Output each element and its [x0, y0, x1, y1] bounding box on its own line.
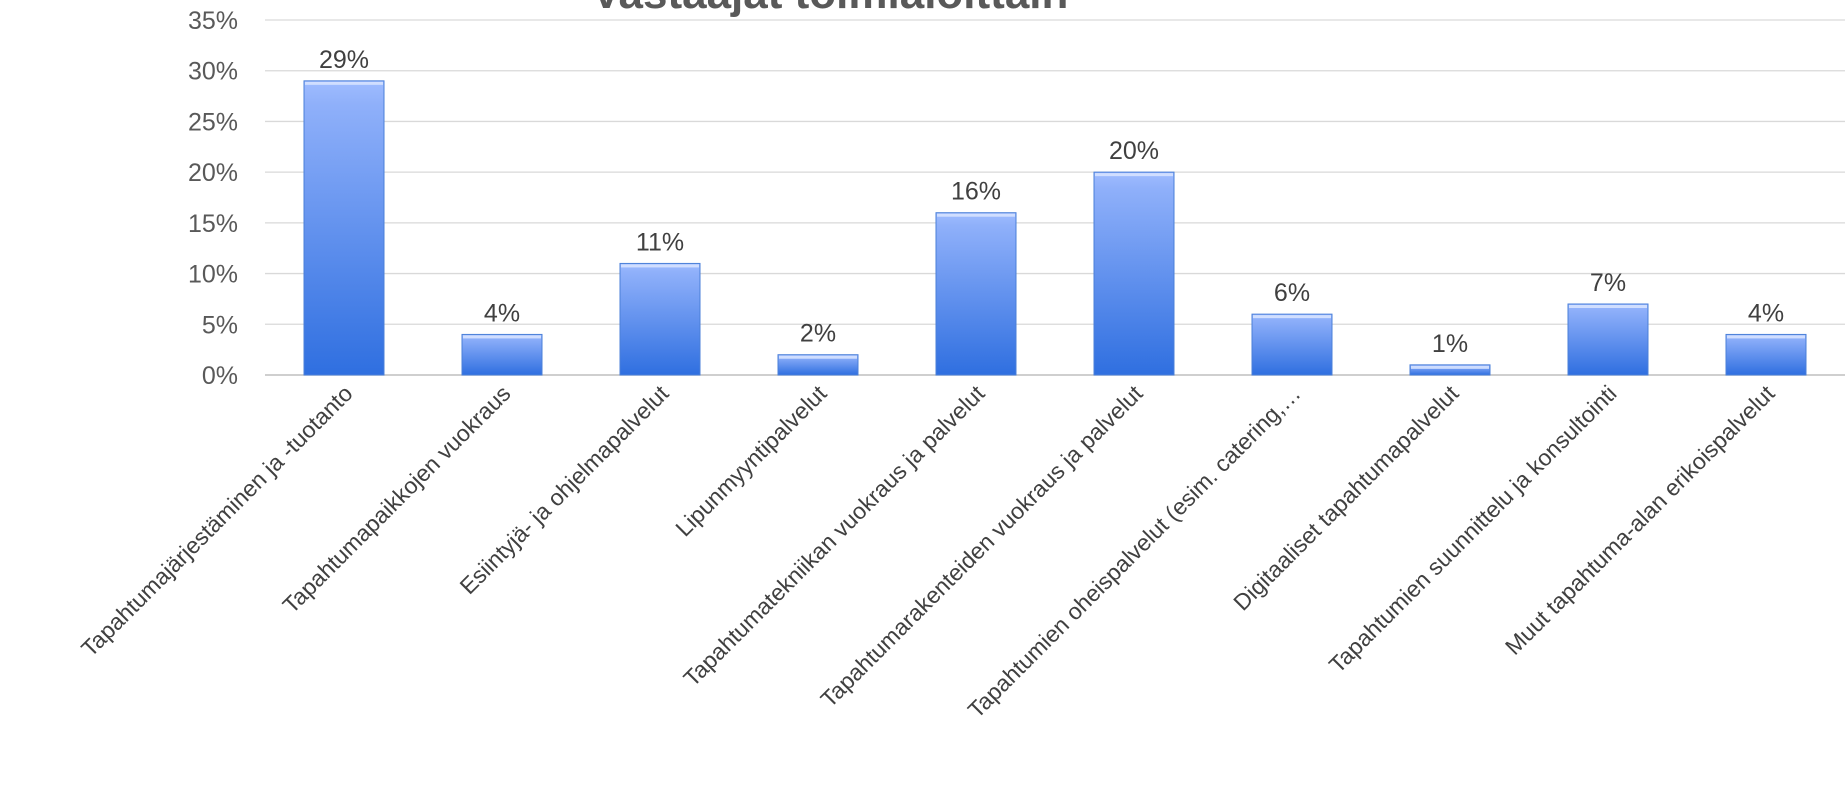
data-label: 4% [1748, 299, 1784, 327]
x-tick-label: Tapahtumien oheispalvelut (esim. caterin… [963, 380, 1306, 723]
bar [1567, 303, 1649, 376]
y-tick-label: 15% [188, 210, 238, 238]
gridlines [265, 19, 1845, 376]
x-axis-ticks: Tapahtumajärjestäminen ja -tuotanto Tapah… [76, 380, 1780, 723]
data-label: 1% [1432, 330, 1468, 358]
bar-highlight [779, 355, 857, 359]
y-tick-label: 0% [202, 362, 238, 390]
data-label: 16% [951, 178, 1001, 206]
bar [303, 80, 385, 376]
x-tick-label: Tapahtumien suunnittelu ja konsultointi [1324, 380, 1622, 678]
bar [1409, 364, 1491, 376]
bar-highlight [1095, 173, 1173, 177]
bar [935, 212, 1017, 376]
x-tick-label: Tapahtumarakenteiden vuokraus ja palvelu… [815, 380, 1148, 713]
bar [1093, 171, 1175, 376]
y-tick-label: 20% [188, 159, 238, 187]
bar [777, 354, 859, 376]
y-tick-label: 5% [202, 311, 238, 339]
bar [619, 262, 701, 376]
bar-highlight [1569, 305, 1647, 308]
bar-highlight [463, 335, 541, 339]
x-tick-label: Muut tapahtuma-alan erikoispalvelut [1500, 380, 1780, 660]
data-label: 11% [636, 228, 684, 256]
bars [303, 80, 1807, 376]
y-tick-label: 25% [188, 108, 238, 136]
bar [1251, 313, 1333, 376]
bar-highlight [1727, 335, 1805, 339]
chart-title: Vastaajat toimialoittain [592, 0, 1069, 18]
data-label: 6% [1274, 279, 1310, 307]
bar-highlight [1411, 365, 1489, 369]
bar [461, 333, 543, 376]
bar-highlight [1253, 315, 1331, 319]
y-tick-label: 35% [188, 7, 238, 35]
bar-highlight [305, 81, 383, 85]
data-label: 2% [800, 320, 836, 348]
x-tick-label: Lipunmyyntipalvelut [670, 380, 832, 542]
x-tick-label: Tapahtumajärjestäminen ja -tuotanto [76, 380, 357, 661]
y-tick-label: 10% [188, 261, 238, 289]
bar-highlight [621, 264, 699, 268]
data-label: 20% [1109, 137, 1159, 165]
y-tick-label: 30% [188, 58, 238, 86]
bar-highlight [937, 213, 1015, 217]
data-label: 7% [1590, 269, 1626, 297]
x-tick-label: Tapahtumatekniikan vuokraus ja palvelut [678, 380, 990, 692]
data-label: 29% [319, 46, 369, 74]
data-labels: 29% 4% 11% 2% 16% 20% 6% 1% 7% 4% [319, 46, 1784, 358]
data-label: 4% [484, 299, 520, 327]
y-axis-ticks: 0% 5% 10% 15% 20% 25% 30% 35% [188, 7, 238, 390]
bar [1725, 333, 1807, 376]
